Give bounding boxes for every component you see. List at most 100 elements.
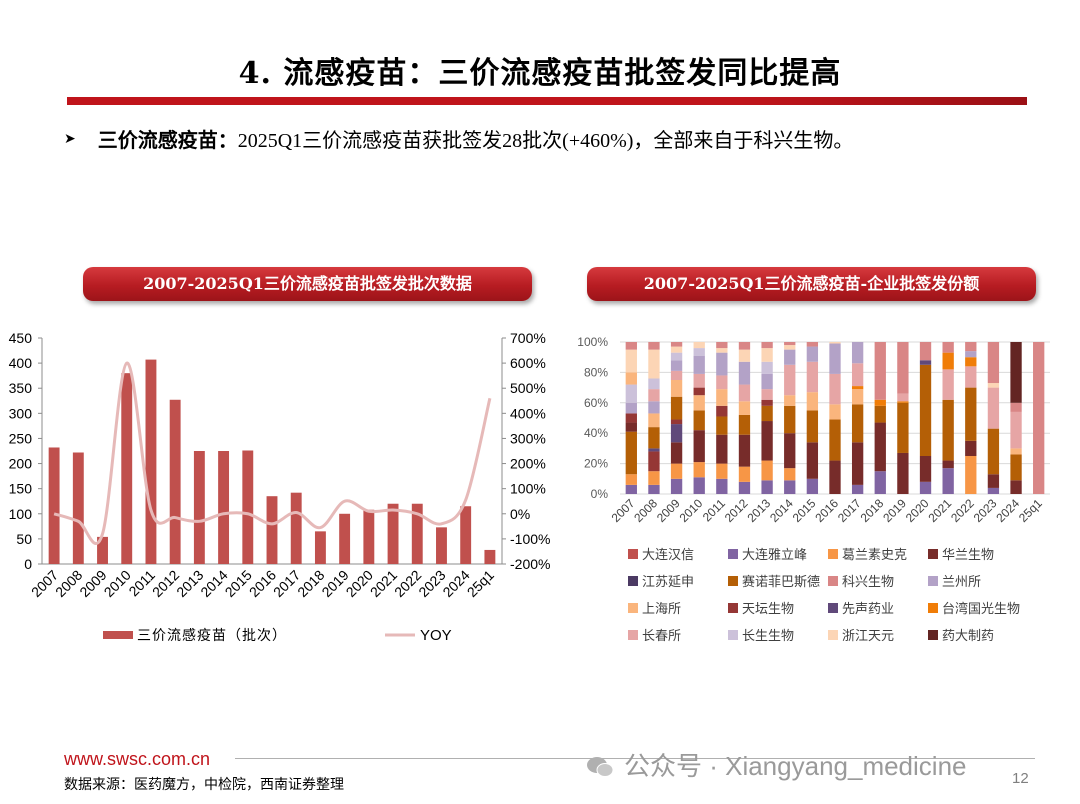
segment-2009 [670, 346, 683, 353]
bar-2014 [218, 451, 230, 564]
bar-2015 [242, 450, 254, 564]
segment-2010 [693, 342, 705, 349]
segment-2011 [716, 463, 728, 479]
segment-2007 [625, 431, 637, 475]
bar-2011 [145, 359, 157, 564]
segment-2008 [648, 342, 660, 350]
segment-2012 [738, 361, 751, 385]
segment-2017 [851, 404, 864, 443]
x-tick-label: 2008 [631, 496, 660, 525]
segment-2010 [693, 477, 705, 494]
y-tick-label: 100% [577, 335, 608, 349]
legend-swatch [928, 549, 938, 559]
y-tick-label: 200 [9, 456, 33, 472]
segment-2008 [648, 451, 660, 472]
legend-swatch [728, 549, 738, 559]
segment-2012 [738, 349, 751, 362]
segment-2010 [693, 410, 705, 431]
legend-label: 大连汉信 [642, 547, 694, 562]
y2-tick-label: 200% [510, 456, 546, 472]
segment-2009 [670, 442, 683, 464]
y-tick-label: 350 [9, 380, 33, 396]
segment-2007 [625, 349, 637, 373]
legend-swatch [628, 549, 638, 559]
segment-2022 [965, 357, 977, 367]
segment-2011 [716, 348, 728, 353]
segment-2009 [670, 478, 683, 494]
bar-2021 [387, 503, 399, 564]
segment-2019 [897, 402, 909, 453]
segment-2018 [874, 422, 886, 472]
footer-url[interactable]: www.swsc.com.cn [64, 749, 211, 769]
segment-2024 [1010, 448, 1022, 455]
segment-2015 [806, 361, 819, 393]
y-tick-label: 0 [24, 556, 32, 572]
legend-swatch [728, 576, 738, 586]
segment-2009 [670, 360, 683, 371]
segment-2014 [784, 349, 796, 365]
segment-2009 [670, 396, 683, 420]
segment-2016 [829, 373, 841, 405]
segment-2021 [942, 352, 954, 370]
segment-2014 [784, 395, 796, 406]
segment-2019 [897, 401, 909, 403]
segment-2021 [942, 369, 954, 400]
segment-2016 [829, 460, 841, 494]
company-share-chart: 0%20%40%60%80%100%2007200820092010201120… [577, 335, 1050, 643]
page-number: 12 [1012, 770, 1029, 787]
legend-label: 江苏延申 [642, 574, 694, 589]
segment-2010 [693, 462, 705, 478]
segment-25q1 [1033, 342, 1045, 494]
title-underline-bar [67, 97, 1027, 105]
segment-2019 [897, 393, 909, 402]
segment-2023 [987, 342, 1000, 384]
segment-2018 [874, 399, 886, 406]
segment-2011 [716, 416, 728, 435]
segment-2023 [987, 387, 1000, 429]
x-tick-label: 2012 [722, 496, 751, 525]
y-tick-label: 60% [584, 396, 608, 410]
segment-2023 [987, 428, 1000, 475]
segment-2014 [784, 480, 796, 494]
segment-2021 [942, 399, 954, 461]
segment-2015 [806, 392, 819, 411]
legend-label: 兰州所 [942, 574, 981, 589]
segment-2011 [716, 389, 728, 406]
legend-label: 台湾国光生物 [942, 601, 1020, 616]
bullet-text: 2025Q1三价流感疫苗获批签发28批次(+460%)，全部来自于科兴生物。 [237, 130, 854, 152]
legend-swatch [828, 630, 838, 640]
legend-bar-label: 三价流感疫苗（批次） [137, 627, 287, 643]
x-tick-label: 2011 [700, 496, 728, 524]
legend-label: 赛诺菲巴斯德 [742, 574, 820, 589]
bar-2012 [169, 399, 181, 564]
segment-2020 [919, 481, 932, 494]
segment-2015 [806, 442, 819, 479]
segment-2018 [874, 405, 886, 423]
segment-2021 [942, 342, 954, 353]
segment-2013 [761, 399, 773, 406]
bullet-lead: 三价流感疫苗： [97, 130, 238, 152]
segment-2011 [716, 342, 728, 349]
y2-tick-label: 300% [510, 430, 546, 446]
segment-2018 [874, 471, 886, 494]
x-tick-label: 2007 [609, 496, 638, 525]
segment-2010 [693, 387, 705, 396]
bar-25q1 [484, 549, 496, 564]
segment-2010 [693, 348, 705, 356]
x-tick-label: 2009 [654, 496, 683, 525]
segment-2007 [625, 422, 637, 432]
segment-2012 [738, 466, 751, 482]
y-tick-label: 400 [9, 355, 33, 371]
summary-bullet: ➤ 三价流感疫苗： 2025Q1三价流感疫苗获批签发28批次(+460%)，全部… [64, 124, 853, 153]
x-tick-label: 25q1 [464, 567, 497, 600]
segment-2024 [1010, 411, 1022, 449]
segment-2018 [874, 342, 886, 400]
data-source: 数据来源：医药魔方，中检院，西南证券整理 [64, 776, 344, 792]
right-chart-title: 2007-2025Q1三价流感疫苗-企业批签发份额 [587, 267, 1036, 301]
segment-2007 [625, 342, 637, 350]
segment-2012 [738, 414, 751, 435]
segment-2011 [716, 375, 728, 390]
segment-2011 [716, 434, 728, 464]
segment-2009 [670, 370, 683, 380]
y-tick-label: 300 [9, 405, 33, 421]
